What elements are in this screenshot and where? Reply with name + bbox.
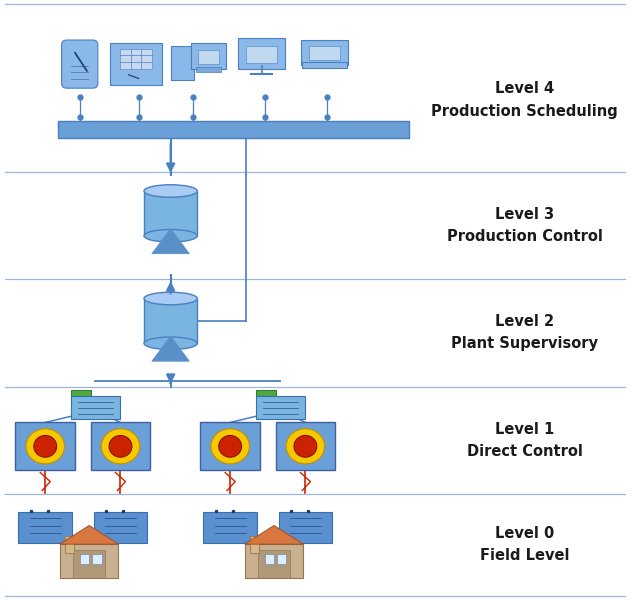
FancyBboxPatch shape bbox=[246, 46, 277, 63]
Text: Level 3
Production Control: Level 3 Production Control bbox=[447, 207, 603, 244]
Text: Level 4
Production Scheduling: Level 4 Production Scheduling bbox=[431, 82, 618, 119]
Text: Level 0
Field Level: Level 0 Field Level bbox=[480, 526, 570, 563]
Polygon shape bbox=[152, 229, 190, 254]
FancyBboxPatch shape bbox=[15, 422, 75, 470]
FancyBboxPatch shape bbox=[62, 40, 98, 88]
FancyBboxPatch shape bbox=[110, 43, 162, 85]
Polygon shape bbox=[245, 526, 303, 544]
FancyBboxPatch shape bbox=[60, 544, 119, 578]
Ellipse shape bbox=[26, 429, 65, 464]
FancyBboxPatch shape bbox=[265, 554, 274, 565]
Text: Level 1
Direct Control: Level 1 Direct Control bbox=[467, 422, 583, 459]
FancyBboxPatch shape bbox=[276, 422, 335, 470]
Ellipse shape bbox=[34, 436, 56, 457]
FancyBboxPatch shape bbox=[71, 390, 91, 397]
FancyBboxPatch shape bbox=[249, 536, 260, 553]
FancyBboxPatch shape bbox=[245, 544, 303, 578]
Ellipse shape bbox=[144, 230, 197, 242]
FancyBboxPatch shape bbox=[196, 67, 221, 73]
FancyBboxPatch shape bbox=[71, 396, 120, 419]
FancyBboxPatch shape bbox=[171, 46, 194, 80]
FancyBboxPatch shape bbox=[301, 40, 347, 65]
FancyBboxPatch shape bbox=[19, 512, 72, 543]
Ellipse shape bbox=[109, 436, 132, 457]
FancyBboxPatch shape bbox=[92, 554, 101, 565]
Ellipse shape bbox=[144, 337, 197, 350]
FancyBboxPatch shape bbox=[309, 46, 340, 60]
FancyBboxPatch shape bbox=[65, 536, 74, 553]
FancyBboxPatch shape bbox=[190, 43, 226, 70]
Ellipse shape bbox=[144, 185, 197, 197]
Ellipse shape bbox=[101, 429, 140, 464]
FancyBboxPatch shape bbox=[258, 550, 290, 578]
FancyBboxPatch shape bbox=[73, 550, 105, 578]
Ellipse shape bbox=[286, 429, 325, 464]
FancyBboxPatch shape bbox=[144, 191, 197, 236]
Ellipse shape bbox=[144, 292, 197, 305]
FancyBboxPatch shape bbox=[203, 512, 257, 543]
FancyBboxPatch shape bbox=[144, 299, 197, 343]
FancyBboxPatch shape bbox=[80, 554, 89, 565]
Ellipse shape bbox=[211, 429, 249, 464]
FancyBboxPatch shape bbox=[256, 390, 276, 397]
FancyBboxPatch shape bbox=[94, 512, 147, 543]
FancyBboxPatch shape bbox=[256, 396, 305, 419]
FancyBboxPatch shape bbox=[279, 512, 332, 543]
Ellipse shape bbox=[294, 436, 317, 457]
FancyBboxPatch shape bbox=[120, 49, 153, 69]
FancyBboxPatch shape bbox=[301, 62, 347, 68]
Ellipse shape bbox=[219, 436, 242, 457]
FancyBboxPatch shape bbox=[278, 554, 287, 565]
Text: Level 2
Plant Supervisory: Level 2 Plant Supervisory bbox=[451, 314, 598, 352]
FancyBboxPatch shape bbox=[90, 422, 151, 470]
FancyBboxPatch shape bbox=[238, 38, 285, 70]
Polygon shape bbox=[60, 526, 119, 544]
FancyBboxPatch shape bbox=[201, 422, 260, 470]
FancyBboxPatch shape bbox=[197, 50, 219, 64]
Polygon shape bbox=[152, 336, 190, 361]
FancyBboxPatch shape bbox=[58, 121, 409, 138]
